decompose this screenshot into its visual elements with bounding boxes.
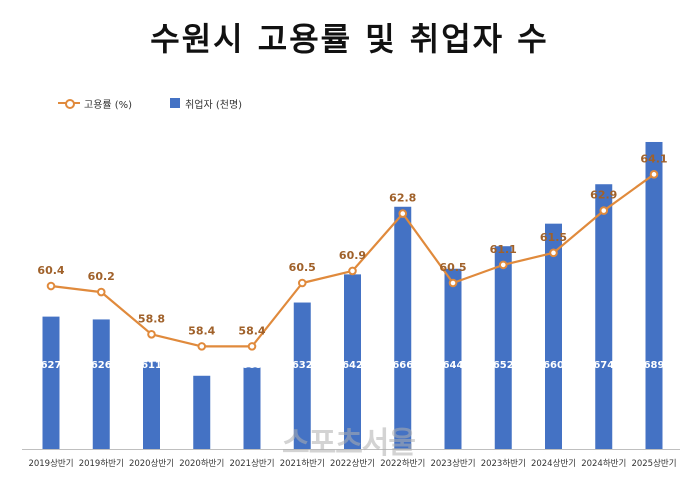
bar-2022상반기 bbox=[344, 274, 361, 449]
line-value-label: 61.1 bbox=[490, 243, 517, 256]
bar-value-label: 606 bbox=[191, 360, 212, 371]
bar-value-label: 609 bbox=[242, 360, 263, 371]
bar-value-label: 627 bbox=[41, 360, 62, 371]
bar-value-label: 674 bbox=[593, 360, 614, 371]
line-value-label: 58.4 bbox=[188, 324, 215, 337]
x-tick-label: 2020상반기 bbox=[129, 458, 174, 469]
x-tick-label: 2022하반기 bbox=[380, 458, 425, 469]
legend-label-employment-rate: 고용률 (%) bbox=[84, 99, 133, 111]
bar-2023하반기 bbox=[494, 246, 512, 449]
legend-label-employed: 취업자 (천명) bbox=[185, 99, 243, 111]
bar-value-label: 644 bbox=[443, 360, 464, 371]
line-value-label: 61.5 bbox=[540, 231, 567, 244]
x-tick-label: 2021상반기 bbox=[229, 458, 274, 469]
x-tick-label: 2025상반기 bbox=[631, 458, 676, 469]
line-point-2024하반기 bbox=[599, 206, 609, 215]
legend-bar-swatch bbox=[170, 98, 181, 108]
line-point-2022하반기 bbox=[398, 209, 408, 218]
bar-value-label: 642 bbox=[342, 360, 363, 371]
line-point-2022상반기 bbox=[348, 266, 357, 276]
line-value-label: 58.8 bbox=[138, 312, 165, 325]
x-tick-label: 2020하반기 bbox=[179, 458, 224, 469]
bar-value-label: 626 bbox=[91, 360, 112, 371]
x-tick-label: 2019상반기 bbox=[28, 458, 73, 469]
x-tick-label: 2024상반기 bbox=[531, 458, 576, 469]
legend-item-employment-rate: 고용률 (%) bbox=[58, 96, 132, 111]
line-value-label: 64.1 bbox=[640, 152, 667, 165]
line-value-label: 60.5 bbox=[289, 261, 316, 274]
x-tick-label: 2021하반기 bbox=[280, 458, 325, 469]
x-tick-label: 2019하반기 bbox=[79, 458, 124, 469]
line-point-2020상반기 bbox=[147, 330, 156, 339]
line-point-2021상반기 bbox=[247, 342, 257, 351]
bar-value-label: 689 bbox=[644, 360, 665, 371]
bar-2021상반기 bbox=[243, 367, 261, 449]
line-point-2023하반기 bbox=[498, 260, 508, 270]
bar-2025상반기 bbox=[645, 141, 663, 449]
watermark-logo: 스포츠서울 bbox=[282, 426, 416, 461]
line-value-label: 62.9 bbox=[590, 189, 617, 202]
bar-2020상반기 bbox=[143, 361, 160, 449]
bar-2020하반기 bbox=[193, 375, 211, 449]
line-point-2019하반기 bbox=[96, 287, 106, 297]
bar-2021하반기 bbox=[293, 302, 311, 449]
line-value-label: 58.4 bbox=[238, 324, 265, 337]
bar-2024상반기 bbox=[545, 223, 562, 449]
line-value-label: 60.5 bbox=[439, 261, 466, 274]
bar-value-label: 611 bbox=[141, 360, 162, 371]
line-point-2020하반기 bbox=[197, 342, 207, 351]
bar-2024하반기 bbox=[595, 184, 613, 449]
line-point-2023상반기 bbox=[448, 278, 458, 288]
bar-value-label: 652 bbox=[493, 360, 514, 371]
x-tick-label: 2023상반기 bbox=[430, 458, 475, 469]
line-value-label: 60.2 bbox=[88, 270, 115, 283]
chart-legend: 고용률 (%) 취업자 (천명) bbox=[58, 95, 280, 111]
line-value-label: 60.4 bbox=[37, 264, 64, 277]
bar-value-label: 666 bbox=[392, 360, 413, 371]
bar-2019상반기 bbox=[42, 316, 60, 449]
bar-value-label: 632 bbox=[292, 360, 313, 371]
chart-title: 수원시 고용률 및 취업자 수 bbox=[150, 20, 549, 58]
line-point-2021하반기 bbox=[297, 278, 307, 288]
x-tick-label: 2022상반기 bbox=[330, 458, 375, 469]
legend-line-swatch bbox=[58, 98, 80, 109]
line-value-label: 60.9 bbox=[339, 249, 366, 262]
bar-value-label: 660 bbox=[543, 360, 564, 371]
bar-2019하반기 bbox=[92, 319, 110, 449]
line-point-2025상반기 bbox=[649, 170, 659, 179]
line-point-2024상반기 bbox=[549, 248, 558, 258]
bar-2022하반기 bbox=[394, 206, 412, 449]
x-tick-label: 2024하반기 bbox=[581, 458, 626, 469]
x-tick-label: 2023하반기 bbox=[481, 458, 526, 469]
bar-2023상반기 bbox=[444, 268, 462, 449]
legend-item-employed: 취업자 (천명) bbox=[170, 96, 242, 111]
line-point-2019상반기 bbox=[46, 281, 56, 291]
line-value-label: 62.8 bbox=[389, 192, 416, 205]
